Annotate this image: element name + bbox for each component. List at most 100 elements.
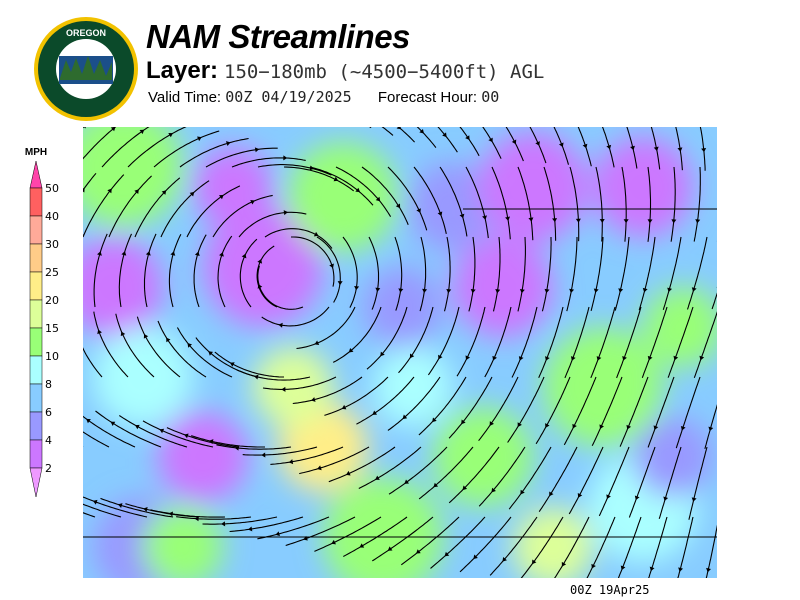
- streamline-arrow: [545, 356, 550, 361]
- streamline: [465, 166, 489, 239]
- legend-swatch: [29, 383, 43, 413]
- streamline: [324, 376, 389, 416]
- streamline-arrow: [606, 144, 612, 150]
- streamline-arrow: [348, 347, 354, 353]
- speed-region: [373, 347, 453, 427]
- streamline-arrow: [544, 288, 550, 294]
- streamline-arrow: [184, 433, 189, 439]
- streamline-arrow: [618, 288, 624, 293]
- streamline-arrow: [221, 521, 226, 527]
- streamline: [285, 516, 356, 547]
- streamline: [586, 516, 616, 578]
- streamline-arrow: [387, 546, 393, 551]
- streamline-arrow: [432, 417, 437, 423]
- streamline-arrow: [283, 210, 288, 216]
- streamline: [179, 137, 249, 168]
- streamline-arrow: [208, 439, 214, 445]
- streamline-arrow: [283, 155, 288, 161]
- streamline: [100, 497, 174, 518]
- streamline: [619, 376, 649, 447]
- streamline-arrow: [355, 187, 361, 193]
- streamline-arrow: [695, 219, 701, 224]
- streamline-arrow: [170, 251, 176, 256]
- streamline: [257, 516, 330, 540]
- streamline: [675, 376, 701, 449]
- streamline-arrow: [582, 143, 588, 149]
- legend-swatch: [29, 215, 43, 245]
- streamline-arrow: [505, 216, 511, 221]
- streamline: [430, 516, 486, 569]
- streamline-arrow: [254, 374, 259, 380]
- streamline-arrow: [599, 424, 604, 430]
- streamline: [328, 446, 396, 483]
- streamline: [439, 166, 468, 237]
- streamline: [257, 164, 332, 176]
- streamline-arrow: [596, 356, 602, 361]
- streamline-arrow: [706, 567, 711, 573]
- streamline: [484, 306, 512, 378]
- streamline-arrow: [168, 511, 174, 517]
- valid-time-label: Valid Time:: [148, 89, 222, 106]
- streamline-arrow: [257, 259, 263, 264]
- streamline: [650, 127, 661, 170]
- streamline-arrow: [552, 218, 558, 223]
- streamline-arrow: [502, 556, 507, 562]
- streamline-arrow: [314, 340, 320, 346]
- streamline: [601, 127, 615, 168]
- streamline: [400, 516, 460, 566]
- streamline: [448, 446, 500, 504]
- streamline: [264, 228, 333, 249]
- streamline-arrow: [187, 343, 193, 348]
- streamline: [543, 166, 557, 241]
- streamline: [647, 376, 675, 448]
- streamline: [517, 166, 534, 241]
- streamline-arrow: [120, 331, 126, 337]
- streamline-arrow: [375, 475, 380, 480]
- streamline: [83, 172, 97, 192]
- page-title: NAM Streamlines: [146, 18, 410, 55]
- streamline-arrow: [663, 496, 669, 502]
- speed-region: [158, 412, 248, 502]
- legend-label: 10: [45, 350, 59, 363]
- streamline-map: [83, 127, 717, 578]
- streamline-arrow: [303, 535, 308, 541]
- streamline-arrow: [313, 231, 319, 237]
- streamline-arrow: [333, 176, 339, 182]
- streamline-arrow: [110, 127, 116, 132]
- streamline: [658, 446, 682, 519]
- streamline: [648, 516, 668, 578]
- streamline: [388, 446, 448, 495]
- streamline: [505, 127, 524, 162]
- streamline: [193, 234, 207, 308]
- streamline: [437, 127, 458, 153]
- legend-swatch: [29, 243, 43, 273]
- streamline-arrow: [437, 211, 443, 217]
- streamline-arrow: [491, 487, 496, 493]
- legend-label: 2: [45, 462, 52, 475]
- streamline: [83, 512, 96, 518]
- speed-region: [143, 507, 223, 578]
- streamline: [590, 306, 616, 379]
- streamline: [628, 446, 656, 518]
- streamline: [478, 446, 526, 507]
- speed-region: [633, 417, 713, 497]
- streamline-arrow: [257, 284, 263, 289]
- streamline-arrow: [489, 421, 494, 426]
- streamline: [212, 194, 273, 238]
- streamline-arrow: [194, 251, 200, 257]
- streamline-arrow: [197, 136, 202, 142]
- streamline: [368, 236, 380, 310]
- streamline: [236, 369, 311, 381]
- svg-text:OREGON: OREGON: [66, 28, 106, 38]
- streamline-arrow: [218, 194, 224, 200]
- streamline: [711, 292, 717, 310]
- streamline-arrow: [225, 141, 231, 146]
- streamline: [95, 410, 162, 448]
- streamline: [626, 127, 638, 169]
- streamline: [216, 444, 292, 450]
- legend-label: 4: [45, 434, 52, 447]
- streamline-arrow: [375, 287, 381, 292]
- streamline: [191, 435, 265, 448]
- speed-region: [363, 267, 443, 347]
- streamline: [143, 233, 157, 308]
